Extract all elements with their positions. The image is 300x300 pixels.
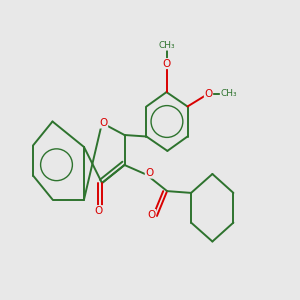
Text: O: O	[162, 58, 171, 69]
Text: O: O	[99, 118, 108, 128]
Text: O: O	[145, 168, 154, 178]
Text: O: O	[94, 206, 103, 216]
Text: CH₃: CH₃	[220, 89, 237, 98]
Text: O: O	[147, 209, 156, 220]
Text: CH₃: CH₃	[158, 41, 175, 50]
Text: O: O	[204, 88, 213, 99]
